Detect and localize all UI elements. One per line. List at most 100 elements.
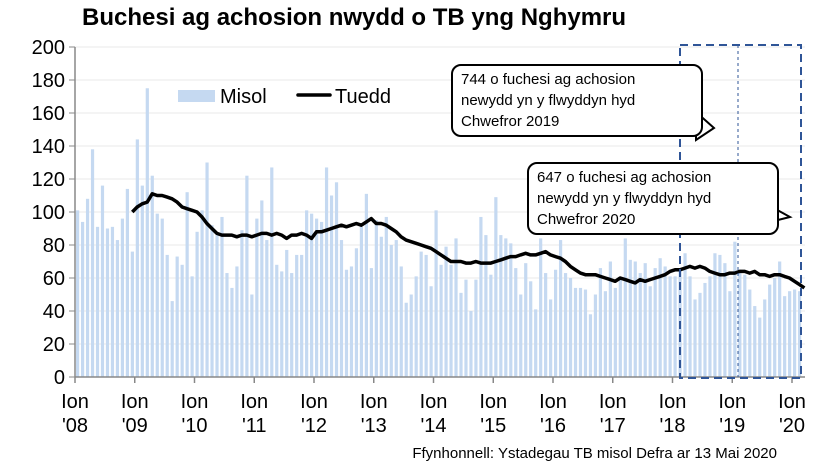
x-tick-label: Ion bbox=[659, 391, 687, 413]
bar bbox=[454, 238, 458, 377]
bar bbox=[290, 273, 294, 377]
bar bbox=[389, 245, 393, 377]
bar bbox=[220, 216, 224, 377]
bar bbox=[265, 240, 269, 377]
annotation-2019: 744 o fuchesi ag achosion newydd yn y fl… bbox=[451, 64, 703, 137]
bar bbox=[638, 273, 642, 377]
bar bbox=[673, 276, 677, 377]
bar bbox=[165, 254, 169, 377]
bar bbox=[384, 216, 388, 377]
bar bbox=[474, 279, 478, 377]
bar bbox=[698, 292, 702, 377]
y-tick-label: 40 bbox=[43, 301, 65, 323]
x-tick-label: '18 bbox=[659, 415, 685, 437]
y-tick-label: 20 bbox=[43, 334, 65, 356]
y-tick-label: 60 bbox=[43, 268, 65, 290]
y-tick-label: 80 bbox=[43, 235, 65, 257]
bar bbox=[499, 235, 503, 377]
bar bbox=[593, 294, 598, 377]
bar bbox=[95, 226, 100, 377]
bar bbox=[628, 259, 632, 377]
bar bbox=[753, 306, 757, 377]
bar bbox=[374, 220, 378, 377]
bar bbox=[80, 221, 85, 377]
x-tick-label: Ion bbox=[181, 391, 209, 413]
bar bbox=[554, 269, 558, 377]
x-tick-label: Ion bbox=[420, 391, 448, 413]
bar bbox=[524, 263, 528, 377]
bar bbox=[105, 228, 110, 377]
x-tick-label: Ion bbox=[300, 391, 328, 413]
bar bbox=[324, 167, 329, 377]
bar bbox=[85, 198, 90, 377]
bar bbox=[743, 274, 747, 377]
bar bbox=[449, 264, 453, 377]
bar bbox=[180, 264, 184, 377]
bar bbox=[185, 192, 189, 377]
bar bbox=[768, 284, 772, 377]
bar bbox=[703, 282, 707, 377]
bar bbox=[668, 276, 672, 377]
bar bbox=[549, 299, 553, 377]
bar bbox=[155, 213, 159, 377]
annotation-line: newydd yn y flwyddyn hyd bbox=[461, 92, 636, 109]
bar bbox=[588, 314, 593, 377]
x-tick-label: '12 bbox=[301, 415, 327, 437]
bar bbox=[573, 287, 578, 377]
bar bbox=[399, 266, 403, 377]
bar bbox=[170, 301, 174, 377]
legend-label-tuedd: Tuedd bbox=[335, 86, 391, 108]
bar bbox=[763, 299, 767, 377]
bar bbox=[145, 88, 149, 377]
bar bbox=[544, 273, 548, 377]
bar bbox=[280, 271, 284, 377]
x-tick-label: Ion bbox=[539, 391, 567, 413]
bar bbox=[598, 268, 603, 377]
bar bbox=[519, 294, 523, 377]
bar bbox=[215, 235, 219, 377]
bar bbox=[504, 238, 508, 377]
bar bbox=[797, 291, 802, 377]
bar bbox=[693, 299, 697, 377]
x-tick-label: '16 bbox=[540, 415, 566, 437]
bar bbox=[623, 238, 627, 377]
bar bbox=[76, 210, 80, 377]
y-tick-label: 120 bbox=[32, 169, 65, 191]
bar bbox=[359, 226, 364, 377]
bar bbox=[718, 254, 722, 377]
bar bbox=[603, 291, 607, 377]
bar bbox=[494, 197, 498, 377]
bar bbox=[260, 200, 264, 377]
bar bbox=[758, 317, 762, 377]
bar bbox=[295, 254, 299, 377]
annotation-line: 647 o fuchesi ag achosion bbox=[537, 169, 712, 186]
bar bbox=[100, 185, 105, 377]
bar bbox=[529, 281, 533, 377]
x-tick-label: '20 bbox=[779, 415, 805, 437]
bar bbox=[310, 213, 314, 377]
bar bbox=[115, 240, 120, 377]
bar bbox=[414, 276, 418, 377]
bar bbox=[225, 273, 229, 377]
x-tick-label: Ion bbox=[61, 391, 89, 413]
bar bbox=[424, 254, 428, 377]
bar bbox=[344, 269, 349, 377]
bar bbox=[479, 216, 483, 377]
bar bbox=[578, 287, 583, 377]
bar bbox=[469, 311, 473, 377]
bar bbox=[250, 294, 254, 377]
bar bbox=[120, 218, 125, 377]
bar bbox=[633, 261, 637, 377]
annotation-2020: 647 o fuchesi ag achosion newydd yn y fl… bbox=[527, 162, 779, 235]
bar bbox=[329, 195, 334, 377]
annotation-line: 744 o fuchesi ag achosion bbox=[461, 71, 636, 88]
bar bbox=[708, 276, 712, 377]
bar bbox=[230, 287, 234, 377]
legend-label-misol: Misol bbox=[220, 86, 267, 108]
bar bbox=[285, 249, 289, 377]
annotation-line: newydd yn y flwyddyn hyd bbox=[537, 190, 712, 207]
chart-title: Buchesi ag achosion nwydd o TB yng Nghym… bbox=[82, 4, 627, 31]
bar bbox=[773, 278, 777, 377]
bar bbox=[439, 264, 443, 377]
